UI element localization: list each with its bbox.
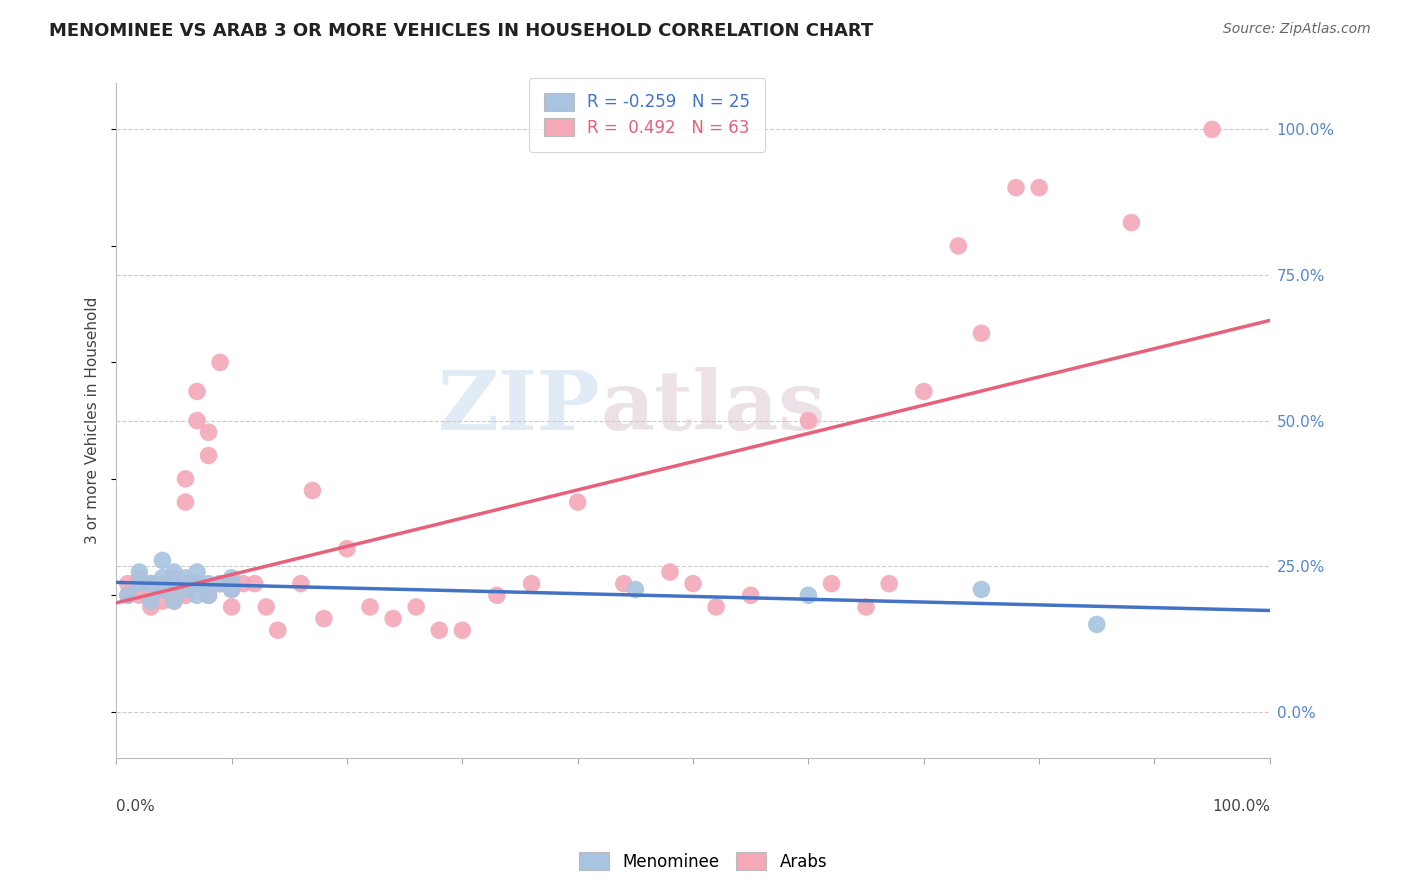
Y-axis label: 3 or more Vehicles in Household: 3 or more Vehicles in Household [86,297,100,544]
Point [163,576,186,591]
Point [451,624,474,638]
Point [301,483,323,498]
Point [174,582,197,597]
Legend: R = -0.259   N = 25, R =  0.492   N = 63: R = -0.259 N = 25, R = 0.492 N = 63 [529,78,765,152]
Point [1201,122,1223,136]
Point [740,588,762,602]
Point [128,588,150,602]
Point [221,599,243,614]
Text: MENOMINEE VS ARAB 3 OR MORE VEHICLES IN HOUSEHOLD CORRELATION CHART: MENOMINEE VS ARAB 3 OR MORE VEHICLES IN … [49,22,873,40]
Point [139,576,162,591]
Point [174,495,197,509]
Point [128,565,150,579]
Point [912,384,935,399]
Text: Source: ZipAtlas.com: Source: ZipAtlas.com [1223,22,1371,37]
Point [174,571,197,585]
Point [209,576,232,591]
Point [163,565,186,579]
Point [221,576,243,591]
Point [163,594,186,608]
Point [128,576,150,591]
Point [1028,180,1050,194]
Point [221,582,243,597]
Point [797,588,820,602]
Point [197,582,219,597]
Point [174,588,197,602]
Point [152,582,174,597]
Point [186,384,208,399]
Point [174,582,197,597]
Point [152,582,174,597]
Point [139,588,162,602]
Point [186,588,208,602]
Point [797,414,820,428]
Point [336,541,359,556]
Text: atlas: atlas [600,368,825,447]
Point [312,611,335,625]
Point [117,576,139,591]
Text: ZIP: ZIP [439,368,600,447]
Point [1121,216,1143,230]
Point [197,588,219,602]
Point [152,576,174,591]
Point [152,553,174,567]
Point [128,571,150,585]
Legend: Menominee, Arabs: Menominee, Arabs [571,844,835,880]
Point [485,588,508,602]
Point [948,239,970,253]
Text: 100.0%: 100.0% [1212,799,1270,814]
Point [427,624,450,638]
Point [405,599,427,614]
Point [152,594,174,608]
Point [197,449,219,463]
Point [117,588,139,602]
Point [186,565,208,579]
Point [221,571,243,585]
Point [970,582,993,597]
Point [139,599,162,614]
Point [382,611,405,625]
Point [163,576,186,591]
Point [163,594,186,608]
Point [820,576,842,591]
Point [855,599,877,614]
Point [659,565,682,579]
Point [613,576,636,591]
Point [520,576,543,591]
Point [209,576,232,591]
Point [197,425,219,440]
Point [359,599,381,614]
Point [232,576,254,591]
Point [567,495,589,509]
Point [186,414,208,428]
Text: 0.0%: 0.0% [117,799,155,814]
Point [877,576,900,591]
Point [267,624,290,638]
Point [704,599,727,614]
Point [139,594,162,608]
Point [186,576,208,591]
Point [197,588,219,602]
Point [970,326,993,341]
Point [682,576,704,591]
Point [152,571,174,585]
Point [290,576,312,591]
Point [254,599,277,614]
Point [197,576,219,591]
Point [174,472,197,486]
Point [163,582,186,597]
Point [243,576,266,591]
Point [139,576,162,591]
Point [163,571,186,585]
Point [1005,180,1028,194]
Point [174,576,197,591]
Point [1085,617,1108,632]
Point [624,582,647,597]
Point [186,576,208,591]
Point [209,355,232,369]
Point [117,588,139,602]
Point [221,582,243,597]
